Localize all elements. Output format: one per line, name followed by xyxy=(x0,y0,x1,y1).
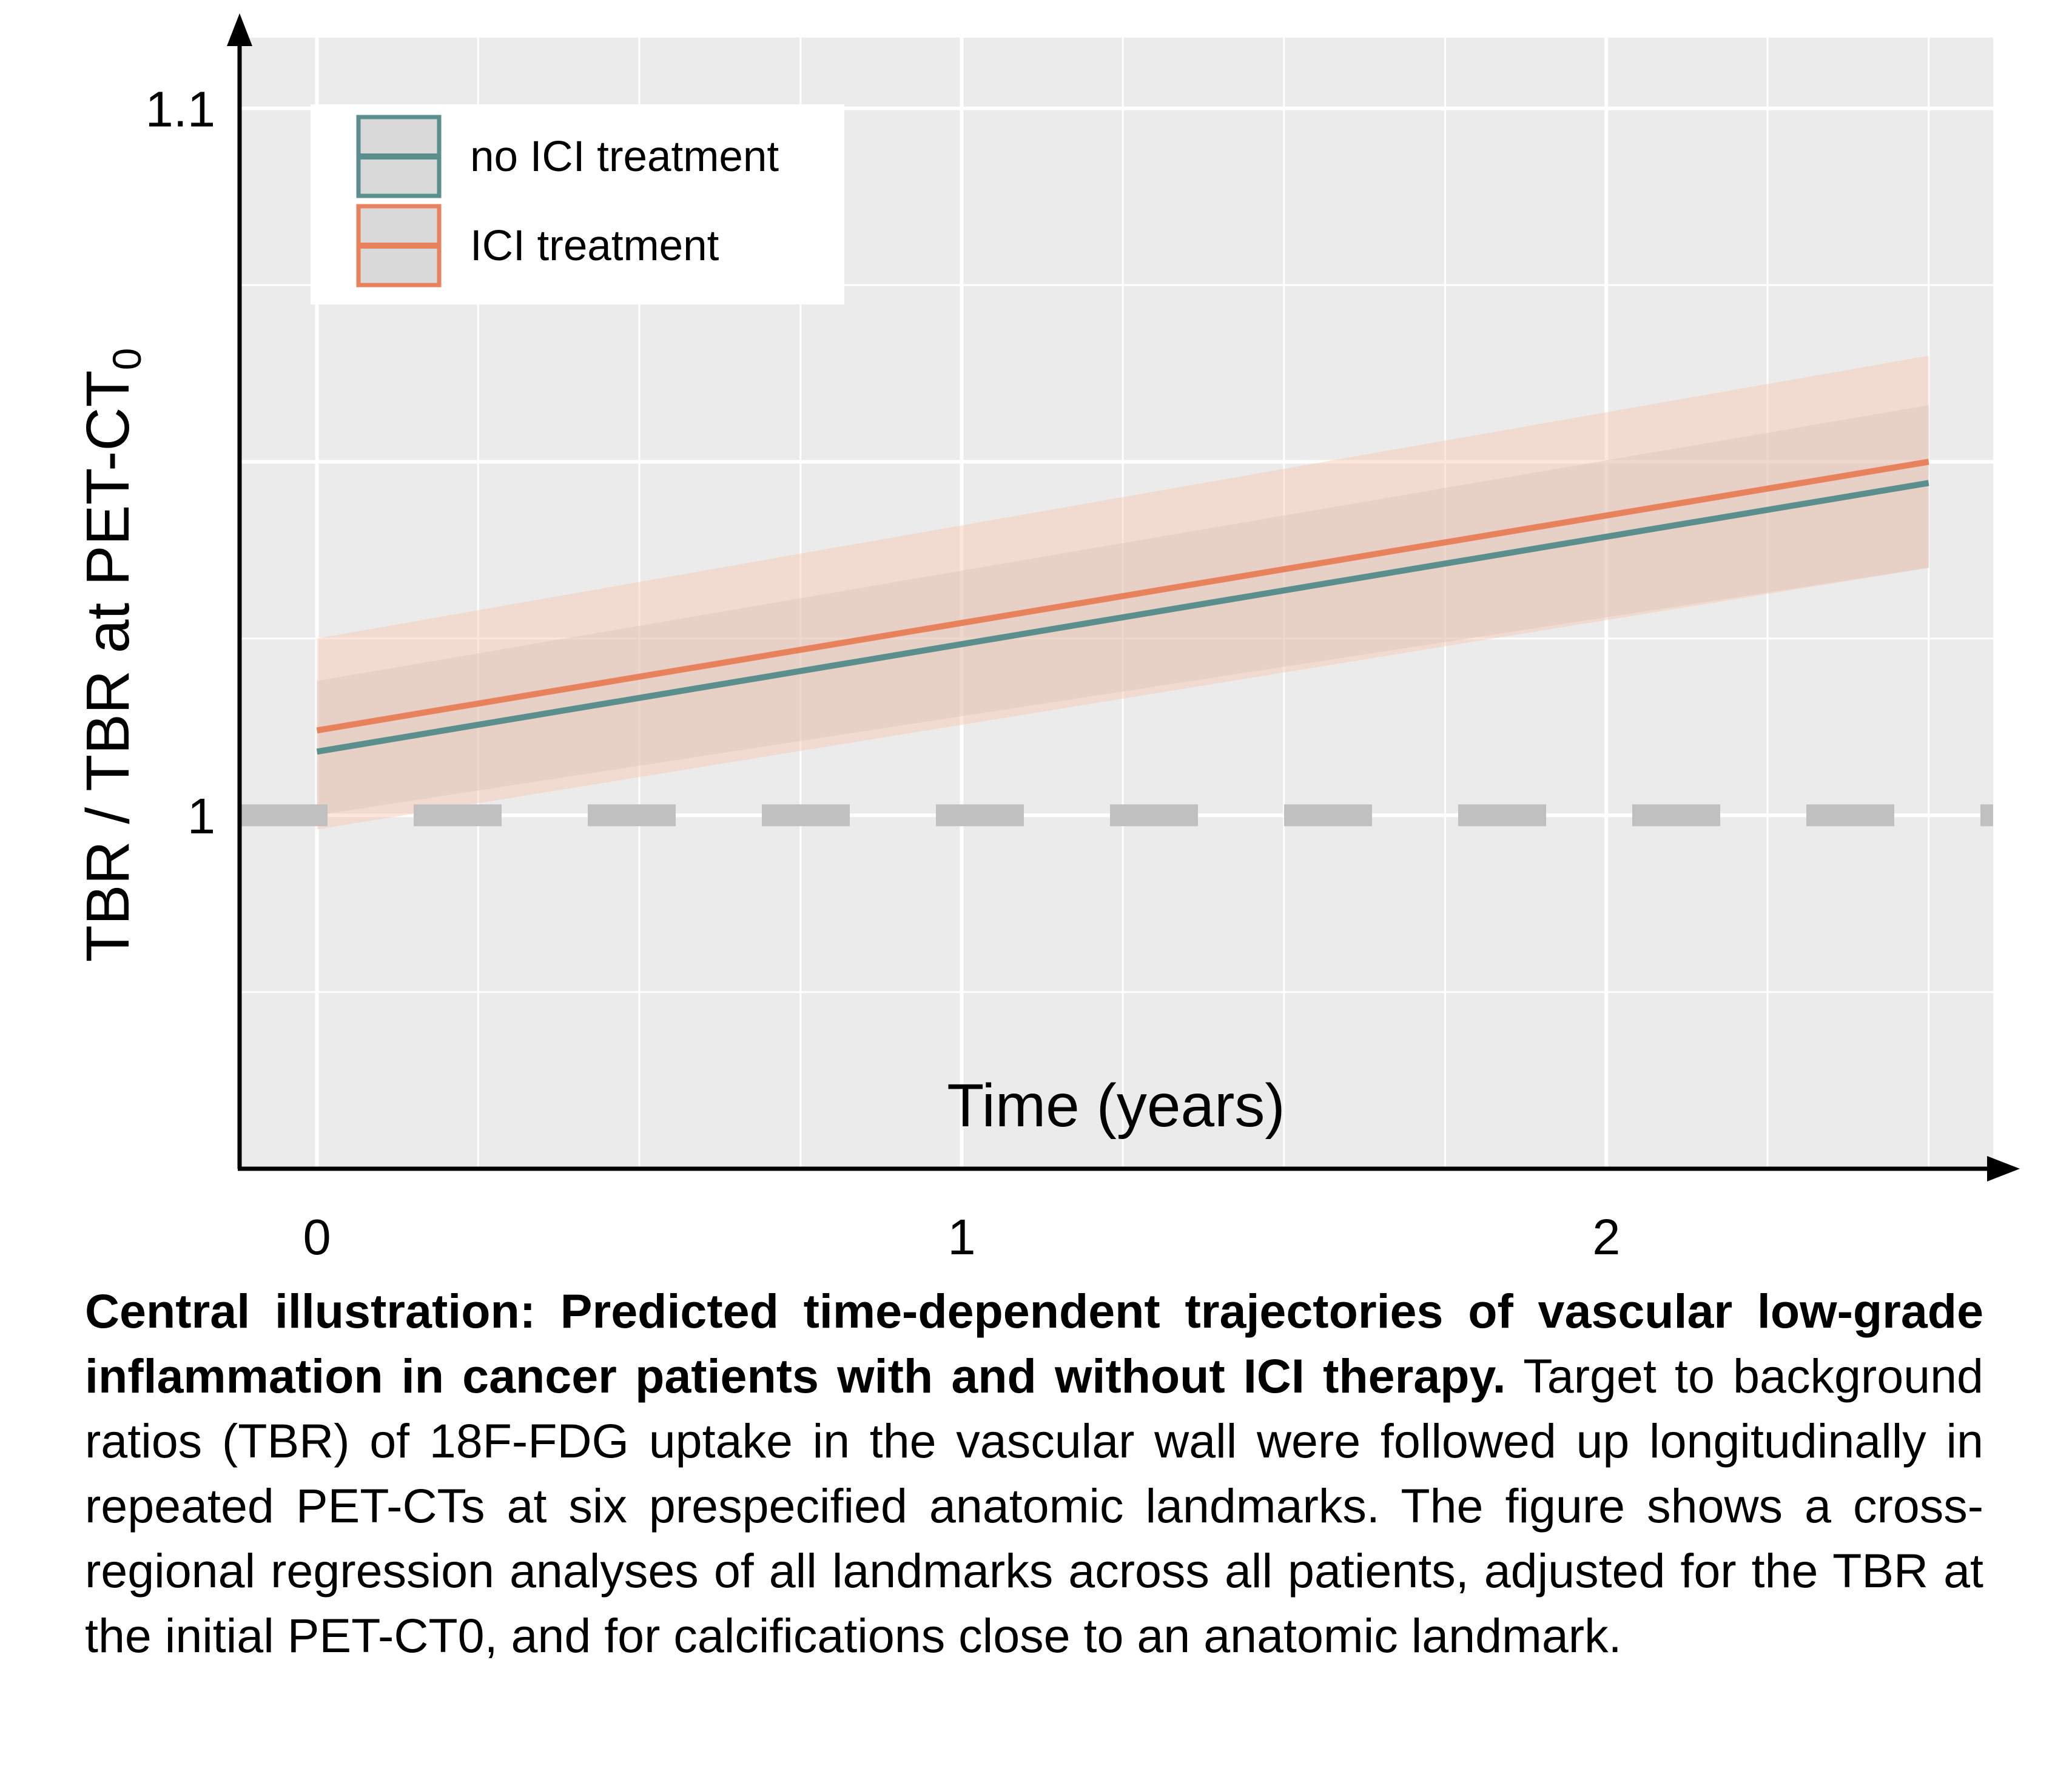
legend-label-no-ici: no ICI treatment xyxy=(470,133,779,181)
confidence-bands xyxy=(317,355,1929,830)
y-axis-label: TBR / TBR at PET-CT0 xyxy=(74,348,149,963)
x-ticks: 0 1 2 xyxy=(303,1209,1620,1265)
series-line-no-ici xyxy=(316,480,1929,755)
legend: no ICI treatment ICI treatment xyxy=(311,104,844,304)
caption-body: Target to background ratios (TBR) of 18F… xyxy=(85,1349,1983,1662)
y-tick-label: 1.1 xyxy=(146,81,215,138)
confidence-band-no-ici xyxy=(317,405,1929,816)
x-axis-label: Time (years) xyxy=(947,1072,1285,1140)
y-ticks: 11.1 xyxy=(146,81,215,845)
confidence-band-ici xyxy=(317,355,1929,830)
y-axis-label-subscript: 0 xyxy=(104,348,149,371)
x-tick-label: 1 xyxy=(947,1209,975,1265)
y-tick-label: 1 xyxy=(187,788,215,844)
legend-label-ici: ICI treatment xyxy=(470,222,719,270)
series-lines xyxy=(316,459,1929,755)
caption-title: Central illustration: Predicted time-dep… xyxy=(85,1284,1983,1403)
y-axis-arrow xyxy=(227,13,252,46)
y-axis-label-main: TBR / TBR at PET-CT xyxy=(74,370,142,962)
x-tick-label: 2 xyxy=(1592,1209,1620,1265)
x-tick-label: 0 xyxy=(303,1209,331,1265)
figure-caption: Central illustration: Predicted time-dep… xyxy=(85,1279,1983,1668)
x-axis-arrow xyxy=(1987,1156,2020,1181)
series-line-ici xyxy=(316,459,1929,734)
